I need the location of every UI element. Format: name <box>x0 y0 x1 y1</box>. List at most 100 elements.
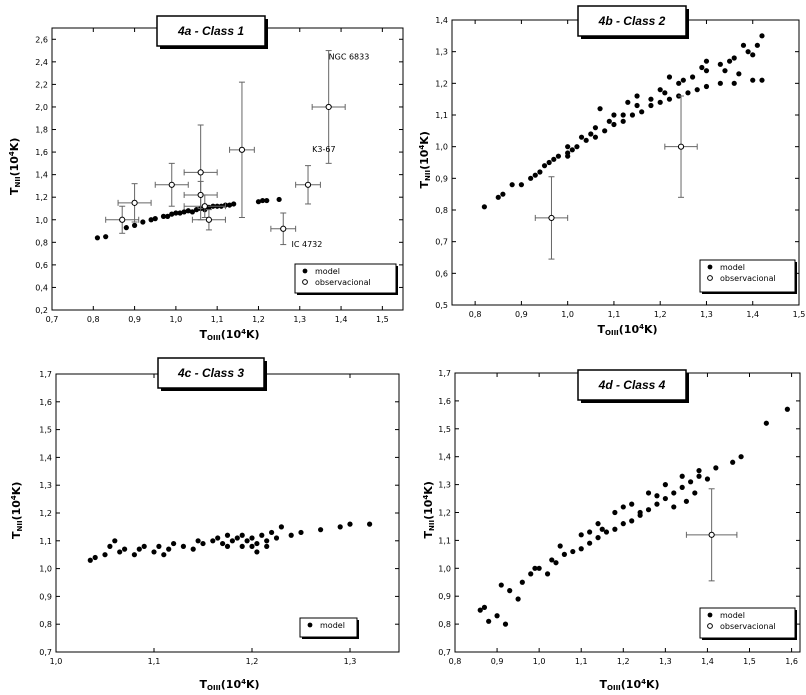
x-tick-label: 1,1 <box>575 657 588 666</box>
data-point <box>495 194 501 200</box>
data-point <box>570 548 576 555</box>
data-point <box>260 197 266 204</box>
data-point <box>595 535 601 541</box>
data-point <box>666 96 673 102</box>
data-point <box>185 208 191 214</box>
y-axis-label: TNII(104K) <box>422 481 436 538</box>
x-tick-label: 1,0 <box>50 657 63 666</box>
data-point <box>683 498 690 504</box>
observed-point <box>325 103 332 111</box>
data-point <box>754 42 760 48</box>
data-point <box>662 495 668 502</box>
data-point <box>244 538 250 544</box>
data-point <box>662 482 668 488</box>
data-point <box>551 156 557 162</box>
data-point <box>249 543 255 549</box>
data-point <box>602 128 608 134</box>
y-tick-label: 1,5 <box>438 425 451 434</box>
data-point <box>599 526 605 532</box>
data-point <box>666 74 673 80</box>
data-point <box>288 532 294 538</box>
y-axis-label: TNII(104K) <box>8 138 22 195</box>
data-point <box>131 552 137 558</box>
data-point <box>625 99 631 105</box>
y-tick-label: 2,6 <box>35 35 48 44</box>
y-tick-label: 1,4 <box>39 453 52 462</box>
chart-panel-1: 0,7 0,8 0,9 1,0 1,1 1,2 1,3 1,4 1,5 0,2 0,4 0,6 0,8 1… <box>8 15 404 342</box>
y-tick-label: 1,5 <box>39 426 52 435</box>
data-point <box>578 546 584 552</box>
y-tick-label: 1,1 <box>438 536 451 545</box>
data-point <box>160 213 167 219</box>
data-point <box>612 526 618 532</box>
data-point <box>94 235 101 241</box>
data-point <box>148 217 154 223</box>
legend-marker-open <box>707 623 713 629</box>
chart-title: 4b - Class 2 <box>598 14 666 28</box>
data-point <box>481 604 488 610</box>
data-point <box>498 582 504 588</box>
legend-label: model <box>320 621 345 630</box>
x-tick-label: 1,3 <box>293 315 306 324</box>
legend-box <box>299 617 358 638</box>
data-point <box>255 199 262 205</box>
data-point <box>704 476 711 482</box>
y-tick-label: 1,6 <box>35 148 48 157</box>
data-point <box>703 83 710 90</box>
data-point <box>234 535 240 541</box>
data-point <box>151 549 157 555</box>
y-tick-label: 2,0 <box>35 103 48 112</box>
data-point <box>367 521 373 527</box>
x-tick-label: 1,2 <box>654 310 667 319</box>
y-tick-label: 0,2 <box>35 306 48 315</box>
y-tick-label: 1,0 <box>35 216 48 225</box>
data-point <box>696 473 702 479</box>
data-point <box>166 546 172 552</box>
data-point <box>583 137 589 143</box>
x-tick-label: 1,2 <box>252 315 265 324</box>
chart-panel-3: 1,0 1,1 1,2 1,3 0,7 0,8 0,9 1,0 1,1 1,2 1,3 1,4 1,5 1… <box>10 357 400 692</box>
legend-marker-filled <box>307 622 313 628</box>
y-tick-label: 0,7 <box>435 238 448 247</box>
data-point <box>87 557 93 563</box>
data-point <box>639 109 645 115</box>
data-point <box>107 543 113 549</box>
data-point <box>657 87 663 93</box>
data-point <box>699 64 705 71</box>
data-point <box>555 153 562 159</box>
y-tick-label: 1,4 <box>35 171 48 180</box>
data-point <box>226 202 233 208</box>
chart-title: 4a - Class 1 <box>177 24 244 38</box>
y-tick-label: 1,6 <box>39 398 52 407</box>
chart-title: 4c - Class 3 <box>177 366 244 380</box>
data-point <box>544 571 551 577</box>
series-observacional <box>105 50 346 246</box>
point-annotation: IC 4732 <box>292 240 323 249</box>
x-tick-label: 0,8 <box>449 657 462 666</box>
data-point <box>750 52 756 58</box>
data-point <box>102 552 108 558</box>
data-point <box>161 552 167 558</box>
data-point <box>629 112 636 118</box>
data-point <box>611 112 617 118</box>
data-point <box>784 406 790 412</box>
legend-marker-open <box>302 279 308 285</box>
y-tick-label: 1,2 <box>39 509 52 518</box>
data-point <box>229 538 235 544</box>
legend-label: observacional <box>720 274 776 283</box>
observed-point <box>168 181 175 188</box>
x-tick-label: 1,1 <box>211 315 224 324</box>
data-point <box>347 521 353 527</box>
x-axis-label: TOIII(104K) <box>200 678 260 692</box>
data-point <box>611 121 617 128</box>
data-point <box>603 529 610 535</box>
data-point <box>759 33 765 39</box>
data-point <box>136 546 142 552</box>
data-point <box>620 521 626 527</box>
data-point <box>541 163 548 169</box>
data-point <box>676 80 682 86</box>
data-point <box>759 77 765 83</box>
data-point <box>727 58 733 64</box>
data-point <box>597 106 603 112</box>
data-point <box>553 560 559 566</box>
